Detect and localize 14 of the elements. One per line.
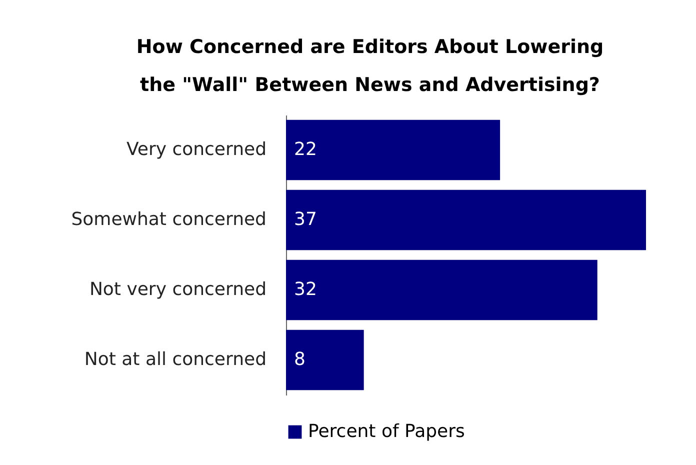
- data-label: 37: [294, 209, 317, 230]
- bar: [286, 330, 364, 390]
- y-tick-label: Not at all concerned: [84, 349, 266, 370]
- legend-label: Percent of Papers: [308, 421, 465, 442]
- y-tick-label: Somewhat concerned: [71, 209, 266, 230]
- bar: [286, 260, 598, 320]
- data-label: 8: [294, 349, 306, 370]
- data-label: 22: [294, 139, 317, 160]
- bar: [286, 120, 500, 180]
- y-tick-label: Very concerned: [126, 139, 266, 160]
- data-label: 32: [294, 279, 317, 300]
- bar: [286, 190, 646, 250]
- y-tick-label: Not very concerned: [89, 279, 266, 300]
- chart-title: How Concerned are Editors About Lowering the "Wall" Between News and Advertising?: [136, 36, 604, 96]
